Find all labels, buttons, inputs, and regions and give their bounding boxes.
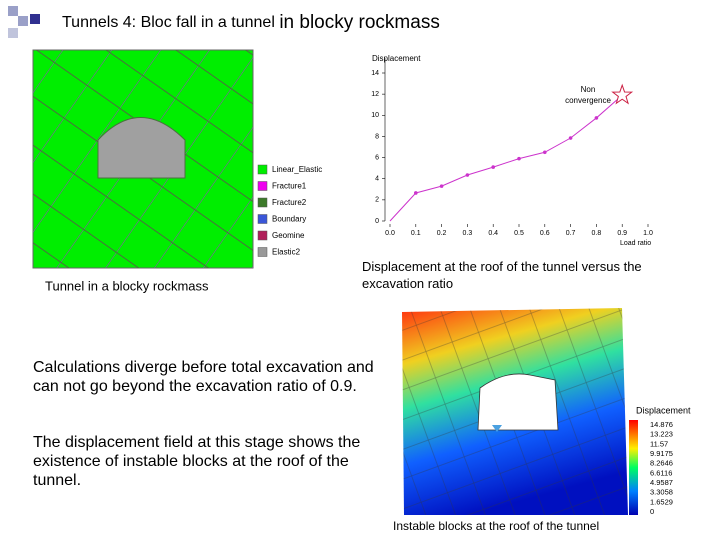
paragraph: Calculations diverge before total excava… [33,359,374,395]
legend-label: Fracture1 [272,182,307,191]
colorbar-ticks: 14.87613.22311.579.91758.26466.61164.958… [650,420,673,516]
data-point [439,184,444,188]
data-point [594,116,599,120]
x-tick-label: 0.3 [463,230,473,237]
colorbar [629,420,638,515]
legend-swatch [257,197,268,208]
x-tick-label: 0.9 [617,230,627,237]
colorbar-tick-label: 6.6116 [650,468,672,477]
x-tick-label: 0.8 [592,230,602,237]
bullet-icon [8,6,40,38]
y-tick-label: 8 [375,133,379,140]
title-tail: in blocky rockmass [279,12,440,33]
y-tick-label: 14 [371,70,379,77]
x-tick-label: 0.1 [411,230,421,237]
data-point [543,150,547,155]
legend-swatch [257,214,268,224]
annotation: Non convergence [565,85,611,105]
data-point [465,173,470,177]
contour-caption: Instable blocks at the roof of the tunne… [393,519,599,533]
legend-label: Elastic2 [272,248,301,257]
legend-label: Boundary [272,215,306,224]
colorbar-tick-label: 11.57 [650,439,668,448]
x-tick-label: 0.0 [385,230,395,237]
colorbar-tick-label: 0 [650,507,654,516]
y-tick-label: 2 [375,197,379,204]
legend-swatch [257,181,268,191]
chart: 0 2 4 6 8 10 12 14 0.0 0.1 0.2 0.3 0.4 0.5 0.6 0.7 0.8 0.… [371,54,653,247]
x-tick-label: 0.7 [566,230,576,237]
y-axis-label: Displacement [372,54,421,63]
colorbar-label: Displacement [636,405,691,415]
data-point [517,156,521,161]
legend-swatch [257,247,268,257]
y-tick-label: 0 [375,218,379,225]
legend-label: Linear_Elastic [272,165,322,174]
y-tick-label: 4 [375,176,379,183]
title: Tunnels 4: Bloc fall in a tunnel in bloc… [62,12,440,33]
model-caption: Tunnel in a blocky rockmass [45,278,209,293]
data-point [491,165,496,169]
y-tick-label: 6 [375,154,379,161]
legend-swatch [257,164,268,175]
legend-label: Geomine [272,231,305,240]
x-tick-label: 0.4 [488,230,498,237]
x-tick-label: 0.6 [540,230,550,237]
paragraph: The displacement field at this stage sho… [33,434,361,489]
colorbar-tick-label: 13.223 [650,430,673,439]
legend-label: Fracture2 [272,198,307,207]
chart-caption: Displacement at the roof of the tunnel v… [362,259,642,291]
colorbar-tick-label: 9.9175 [650,449,673,458]
colorbar-tick-label: 3.3058 [650,488,673,497]
legend: Linear_Elastic Fracture1 Fracture2 Boundary… [257,164,322,257]
contour-image [402,308,628,515]
non-convergence-marker [611,83,634,105]
colorbar-tick-label: 8.2646 [650,459,673,468]
colorbar-tick-label: 1.6529 [650,497,673,506]
data-point [568,136,573,140]
colorbar-tick-label: 4.9587 [650,478,673,487]
y-tick-label: 10 [371,112,379,119]
x-tick-label: 0.5 [514,230,524,237]
data-line [389,94,623,222]
legend-swatch [257,230,268,241]
colorbar-tick-label: 14.876 [650,420,673,429]
data-point [414,191,418,195]
x-axis-label: Load ratio [620,240,651,247]
model-image [32,49,254,269]
title-main: Tunnels 4: Bloc fall in a tunnel [62,14,275,31]
x-tick-label: 0.2 [437,230,447,237]
x-tick-label: 1.0 [643,230,653,237]
y-tick-label: 12 [371,91,379,98]
